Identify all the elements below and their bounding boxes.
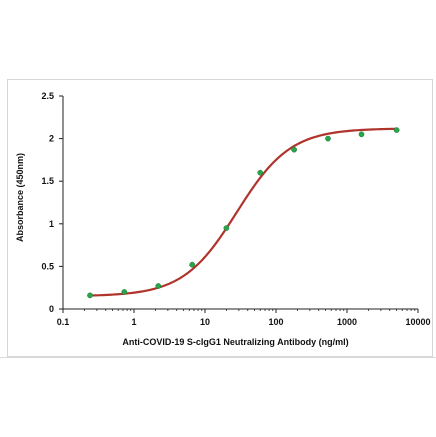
x-tick-label: 1 <box>131 317 136 327</box>
chart-axes <box>59 95 419 313</box>
data-point <box>393 127 400 133</box>
data-point <box>189 261 196 268</box>
fit-curve-layer <box>88 127 398 297</box>
y-tick-label: 0.5 <box>41 261 54 271</box>
y-tick-label: 0 <box>49 304 54 314</box>
x-axis-title: Anti-COVID-19 S-cIgG1 Neutralizing Antib… <box>122 337 348 347</box>
chart-frame <box>7 79 433 357</box>
y-tick-label: 1 <box>49 219 54 229</box>
data-point <box>257 169 264 176</box>
data-point <box>155 283 162 289</box>
data-point <box>87 292 93 299</box>
data-point <box>358 131 365 138</box>
fit-curve <box>88 127 398 297</box>
divider-line <box>0 357 436 358</box>
y-tick-label: 2.5 <box>41 91 54 101</box>
y-tick-label: 2 <box>49 134 54 144</box>
x-tick-label: 10 <box>200 317 210 327</box>
data-point <box>325 135 331 142</box>
y-tick-label: 1.5 <box>41 176 54 186</box>
data-points-layer <box>87 127 400 299</box>
x-tick-label: 10000 <box>405 317 430 327</box>
x-tick-label: 1000 <box>337 317 357 327</box>
tick-labels-layer: 0 0.5 1 1.5 2 2.5 0.1 1 10 100 1000 10000 <box>41 91 430 327</box>
x-tick-label: 100 <box>268 317 283 327</box>
x-tick-label: 0.1 <box>57 317 70 327</box>
data-point <box>223 225 230 231</box>
data-point <box>291 146 297 153</box>
data-point <box>121 289 128 295</box>
y-axis-title: Absorbance (450nm) <box>15 153 25 242</box>
